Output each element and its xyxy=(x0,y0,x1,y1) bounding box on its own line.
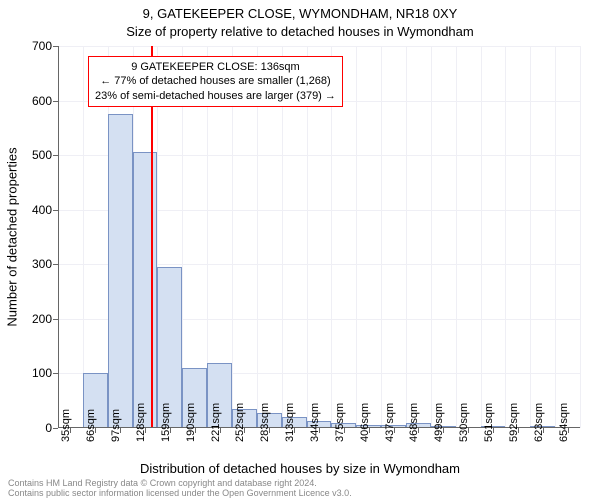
chart-title-address: 9, GATEKEEPER CLOSE, WYMONDHAM, NR18 0XY xyxy=(0,6,600,21)
gridline-v xyxy=(406,46,407,428)
y-axis-line xyxy=(58,46,59,428)
annotation-line-1: 9 GATEKEEPER CLOSE: 136sqm xyxy=(95,60,336,74)
y-tick-label: 200 xyxy=(12,312,52,326)
annotation-box: 9 GATEKEEPER CLOSE: 136sqm← 77% of detac… xyxy=(88,56,343,107)
y-tick-label: 700 xyxy=(12,39,52,53)
gridline-v xyxy=(456,46,457,428)
y-tick-label: 400 xyxy=(12,203,52,217)
gridline-v xyxy=(83,46,84,428)
gridline-v xyxy=(431,46,432,428)
gridline-v xyxy=(381,46,382,428)
gridline-v xyxy=(505,46,506,428)
annotation-line-3: 23% of semi-detached houses are larger (… xyxy=(95,89,336,103)
y-tick-label: 600 xyxy=(12,94,52,108)
chart-subtitle: Size of property relative to detached ho… xyxy=(0,24,600,39)
gridline-v xyxy=(580,46,581,428)
gridline-h xyxy=(58,46,580,47)
y-tick-label: 500 xyxy=(12,148,52,162)
x-axis-label: Distribution of detached houses by size … xyxy=(0,461,600,476)
gridline-v xyxy=(530,46,531,428)
gridline-v xyxy=(555,46,556,428)
annotation-line-2: ← 77% of detached houses are smaller (1,… xyxy=(95,74,336,88)
footer-copyright-2: Contains public sector information licen… xyxy=(8,488,352,498)
footer-copyright-1: Contains HM Land Registry data © Crown c… xyxy=(8,478,317,488)
y-tick-mark xyxy=(53,428,58,429)
y-tick-label: 300 xyxy=(12,257,52,271)
y-tick-label: 100 xyxy=(12,366,52,380)
gridline-v xyxy=(356,46,357,428)
gridline-v xyxy=(481,46,482,428)
y-tick-label: 0 xyxy=(12,421,52,435)
histogram-bar xyxy=(108,114,133,428)
histogram-bar xyxy=(133,152,158,428)
y-axis-label: Number of detached properties xyxy=(5,147,20,326)
